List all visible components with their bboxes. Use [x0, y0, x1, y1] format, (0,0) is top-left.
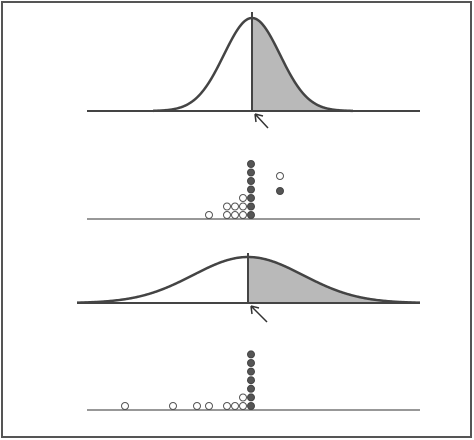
open-dot — [223, 211, 231, 219]
open-dot — [239, 393, 247, 402]
open-dot — [231, 202, 239, 211]
open-dot — [193, 402, 201, 410]
filled-dot — [247, 211, 255, 219]
shaded-area — [252, 18, 353, 111]
filled-dot — [247, 367, 255, 376]
filled-dot — [247, 350, 255, 359]
filled-dot — [247, 168, 255, 177]
filled-dot — [276, 187, 284, 195]
arrow — [250, 305, 268, 323]
open-dot — [205, 211, 213, 219]
open-dot — [239, 211, 247, 219]
filled-dot — [247, 359, 255, 367]
open-dot — [169, 402, 177, 410]
open-dot — [276, 172, 284, 180]
filled-dot — [247, 194, 255, 202]
filled-dot — [247, 376, 255, 385]
arrow — [254, 113, 269, 129]
filled-dot — [247, 202, 255, 211]
open-dot — [205, 402, 213, 410]
open-dot — [231, 402, 239, 410]
dot-plot — [121, 350, 255, 410]
filled-dot — [247, 185, 255, 194]
dot-plot — [205, 160, 284, 219]
open-dot — [239, 194, 247, 202]
open-dot — [231, 211, 239, 219]
filled-dot — [247, 160, 255, 168]
open-dot — [239, 402, 247, 410]
filled-dot — [247, 384, 255, 393]
filled-dot — [247, 177, 255, 185]
filled-dot — [247, 393, 255, 402]
open-dot — [223, 202, 231, 211]
shaded-area — [248, 257, 420, 303]
open-dot — [239, 202, 247, 211]
open-dot — [121, 402, 129, 410]
filled-dot — [247, 402, 255, 410]
open-dot — [223, 402, 231, 410]
